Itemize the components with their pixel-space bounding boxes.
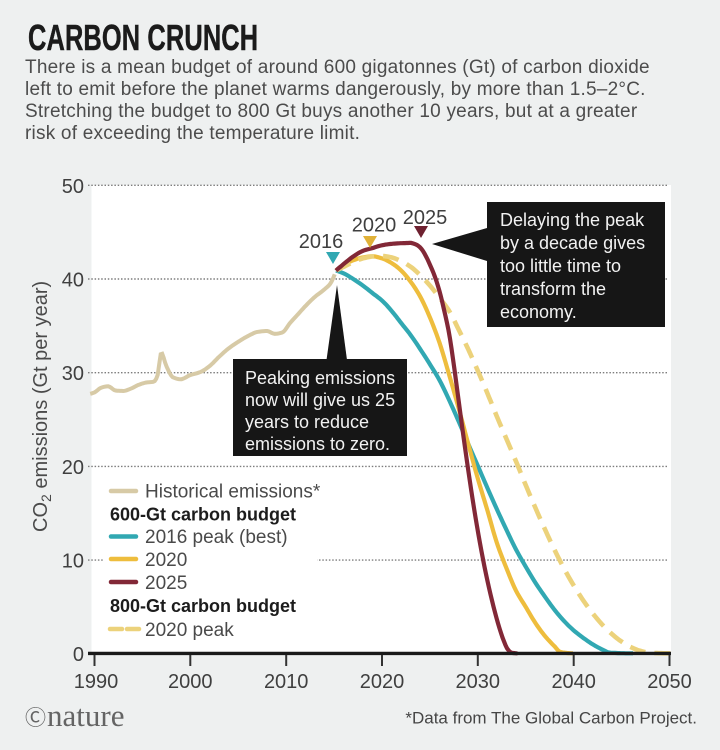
svg-text:2040: 2040	[551, 671, 596, 693]
svg-text:1990: 1990	[74, 671, 119, 693]
svg-text:50: 50	[62, 176, 84, 198]
svg-text:2010: 2010	[264, 671, 309, 693]
svg-text:30: 30	[62, 363, 84, 385]
svg-text:by a decade gives: by a decade gives	[500, 233, 645, 253]
svg-text:2020: 2020	[360, 671, 405, 693]
svg-text:800-Gt carbon budget: 800-Gt carbon budget	[110, 596, 296, 616]
svg-text:600-Gt carbon budget: 600-Gt carbon budget	[110, 505, 296, 525]
svg-text:Historical emissions*: Historical emissions*	[145, 482, 321, 503]
svg-text:*Data from The Global Carbon P: *Data from The Global Carbon Project.	[405, 709, 697, 728]
svg-text:10: 10	[62, 551, 84, 573]
svg-text:Delaying the peak: Delaying the peak	[500, 210, 645, 230]
svg-text:2020: 2020	[352, 215, 397, 237]
svg-text:40: 40	[62, 270, 84, 292]
svg-text:2016 peak (best): 2016 peak (best)	[145, 527, 288, 548]
svg-text:CO2 emissions (Gt per year): CO2 emissions (Gt per year)	[30, 281, 54, 532]
svg-text:years to reduce: years to reduce	[245, 412, 369, 432]
svg-text:now will give us 25: now will give us 25	[245, 390, 395, 410]
svg-text:0: 0	[73, 644, 84, 666]
svg-text:emissions to zero.: emissions to zero.	[245, 434, 390, 454]
svg-text:transform the: transform the	[500, 279, 606, 299]
svg-text:2025: 2025	[403, 207, 448, 229]
svg-text:2025: 2025	[145, 573, 187, 594]
svg-text:2030: 2030	[456, 671, 501, 693]
svg-text:2050: 2050	[647, 671, 692, 693]
svg-text:2020 peak: 2020 peak	[145, 620, 234, 641]
svg-text:too little time to: too little time to	[500, 256, 621, 276]
svg-text:20: 20	[62, 457, 84, 479]
svg-text:2020: 2020	[145, 550, 187, 571]
svg-text:2016: 2016	[299, 231, 344, 253]
svg-text:Ⓒnature: Ⓒnature	[25, 698, 124, 733]
svg-text:economy.: economy.	[500, 302, 577, 322]
svg-text:Peaking emissions: Peaking emissions	[245, 368, 395, 388]
svg-text:2000: 2000	[168, 671, 213, 693]
